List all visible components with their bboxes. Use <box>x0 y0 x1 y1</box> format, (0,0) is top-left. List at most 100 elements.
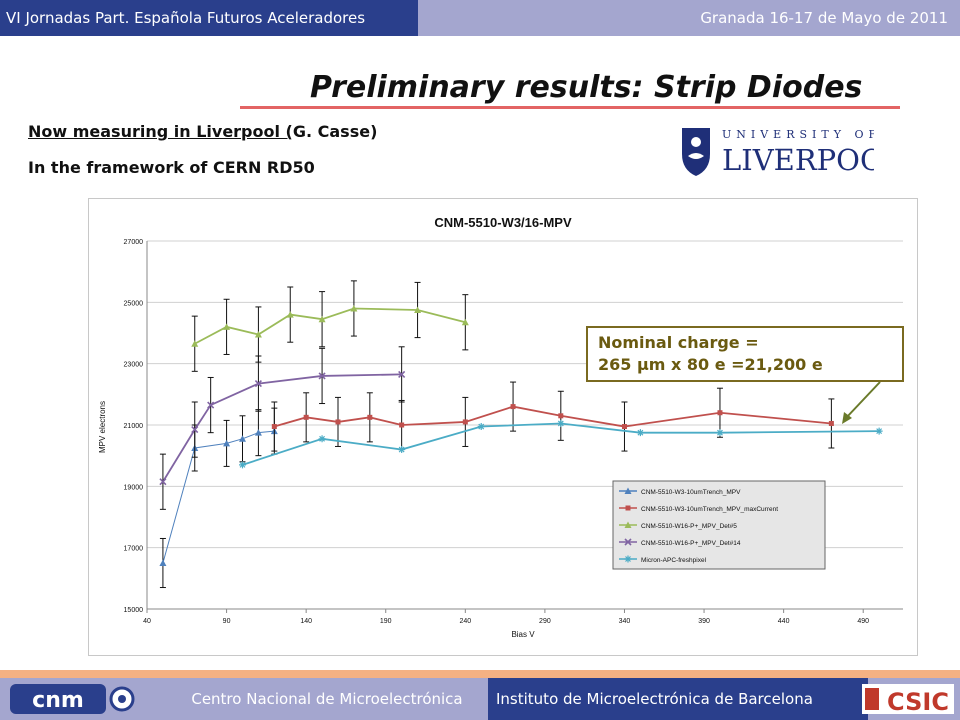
series-line <box>242 422 880 466</box>
series-3 <box>191 280 469 372</box>
x-tick-label: 490 <box>857 618 869 625</box>
data-point <box>461 318 469 326</box>
y-tick-label: 27000 <box>124 239 144 246</box>
y-tick-label: 15000 <box>124 607 144 614</box>
data-point <box>624 538 632 546</box>
x-axis-label: Bias V <box>511 630 535 639</box>
y-tick-label: 23000 <box>124 362 144 369</box>
data-point <box>716 429 724 437</box>
data-point <box>318 435 326 443</box>
legend-label: CNM-5510-W3-10umTrench_MPV <box>641 489 741 496</box>
data-point <box>621 424 627 430</box>
cnm-logo-text: cnm <box>32 688 84 713</box>
legend-box <box>612 480 826 570</box>
mpv-chart: CNM-5510-W3/16-MPV 15000 17000 19000 21000 2… <box>98 215 903 639</box>
data-point <box>625 505 631 511</box>
data-point <box>191 426 199 434</box>
data-point <box>159 559 167 566</box>
footer-left-text: Centro Nacional de Microelectrónica <box>191 690 463 708</box>
data-point <box>254 331 262 338</box>
legend-label: CNM-5510-W16-P+_MPV_Det#5 <box>641 523 737 530</box>
series-2 <box>271 381 835 452</box>
annotation-line-1: Nominal charge = <box>598 333 759 352</box>
header-bar: VI Jornadas Part. Española Futuros Acele… <box>0 0 960 36</box>
data-point <box>717 410 723 416</box>
liverpool-logo-main-text: LIVERPOOL <box>722 143 874 177</box>
data-point <box>159 478 167 486</box>
data-point <box>254 429 262 436</box>
x-tick-label: 240 <box>459 618 471 625</box>
subtitle-framework: In the framework of CERN RD50 <box>28 158 315 177</box>
nominal-charge-annotation: Nominal charge = 265 µm x 80 e =21,200 e <box>586 326 904 382</box>
csic-logo-text: CSIC <box>887 688 949 716</box>
crest-shield-icon <box>682 128 710 176</box>
data-point <box>303 414 309 420</box>
series-line <box>162 373 402 483</box>
y-tick-label: 17000 <box>124 546 144 553</box>
liverpool-logo: UNIVERSITY OF LIVERPOOL <box>682 128 874 177</box>
data-point <box>318 372 326 380</box>
x-tick-label: 190 <box>380 618 392 625</box>
data-point <box>398 446 406 454</box>
y-axis-label: MPV electrons <box>98 401 107 453</box>
y-tick-label: 25000 <box>124 300 144 307</box>
chart-legend: CNM-5510-W3-10umTrench_MPV CNM-5510-W3-10… <box>612 480 826 570</box>
subtitle-underlined-part: Now measuring in Liverpool ( <box>28 122 293 141</box>
x-tick-label: 440 <box>778 618 790 625</box>
liverpool-logo-top-text: UNIVERSITY OF <box>722 128 874 141</box>
annotation-arrow <box>842 381 881 424</box>
series-1 <box>159 407 278 589</box>
data-point <box>271 424 277 430</box>
data-point <box>624 521 632 528</box>
data-point <box>207 401 215 409</box>
x-tick-label: 340 <box>619 618 631 625</box>
legend-label: CNM-5510-W16-P+_MPV_Det#14 <box>641 540 741 547</box>
legend-label: Micron-APC-freshpixel <box>641 557 707 564</box>
data-point <box>367 414 373 420</box>
data-point <box>624 487 632 494</box>
data-point <box>286 311 294 318</box>
header-right-text: Granada 16-17 de Mayo de 2011 <box>700 9 948 27</box>
footer-right-text: Instituto de Microelectrónica de Barcelo… <box>488 678 868 720</box>
data-point <box>875 427 883 435</box>
data-point <box>624 555 632 563</box>
data-point <box>318 315 326 323</box>
y-tick-label: 21000 <box>124 423 144 430</box>
csic-logo: CSIC <box>862 684 954 716</box>
data-point <box>557 419 565 427</box>
subtitle-rest: G. Casse) <box>292 122 378 141</box>
series-line <box>194 307 466 345</box>
series-line <box>162 430 275 564</box>
y-tick-label: 19000 <box>124 484 144 491</box>
data-point <box>191 340 199 347</box>
csic-emblem-icon <box>865 688 879 710</box>
cnm-logo: cnm <box>10 684 135 714</box>
data-point <box>238 435 246 442</box>
footer-accent-bar <box>0 670 960 678</box>
x-tick-label: 40 <box>143 618 151 625</box>
data-point <box>828 420 834 426</box>
x-tick-label: 290 <box>539 618 551 625</box>
slide-title: Preliminary results: Strip Diodes <box>310 70 863 105</box>
title-underline <box>240 106 900 109</box>
series-4 <box>159 346 406 510</box>
series-5 <box>238 419 883 469</box>
data-point <box>414 306 422 313</box>
data-point <box>238 461 246 469</box>
data-point <box>558 413 564 419</box>
data-point <box>398 370 406 378</box>
data-point <box>335 419 341 425</box>
legend-label: CNM-5510-W3-10umTrench_MPV_maxCurrent <box>641 506 778 513</box>
data-point <box>462 419 468 425</box>
subtitle-liverpool: Now measuring in Liverpool (G. Casse) <box>28 122 377 141</box>
data-point <box>254 380 262 388</box>
data-point <box>350 304 358 312</box>
x-tick-label: 90 <box>223 618 231 625</box>
x-tick-label: 390 <box>698 618 710 625</box>
chart-title: CNM-5510-W3/16-MPV <box>434 215 572 230</box>
header-left-text: VI Jornadas Part. Española Futuros Acele… <box>0 0 418 36</box>
chart-frame: CNM-5510-W3/16-MPV 15000 17000 19000 21000 2… <box>88 198 918 656</box>
data-point <box>636 429 644 437</box>
annotation-line-2: 265 µm x 80 e =21,200 e <box>598 355 823 374</box>
data-point <box>399 422 405 428</box>
